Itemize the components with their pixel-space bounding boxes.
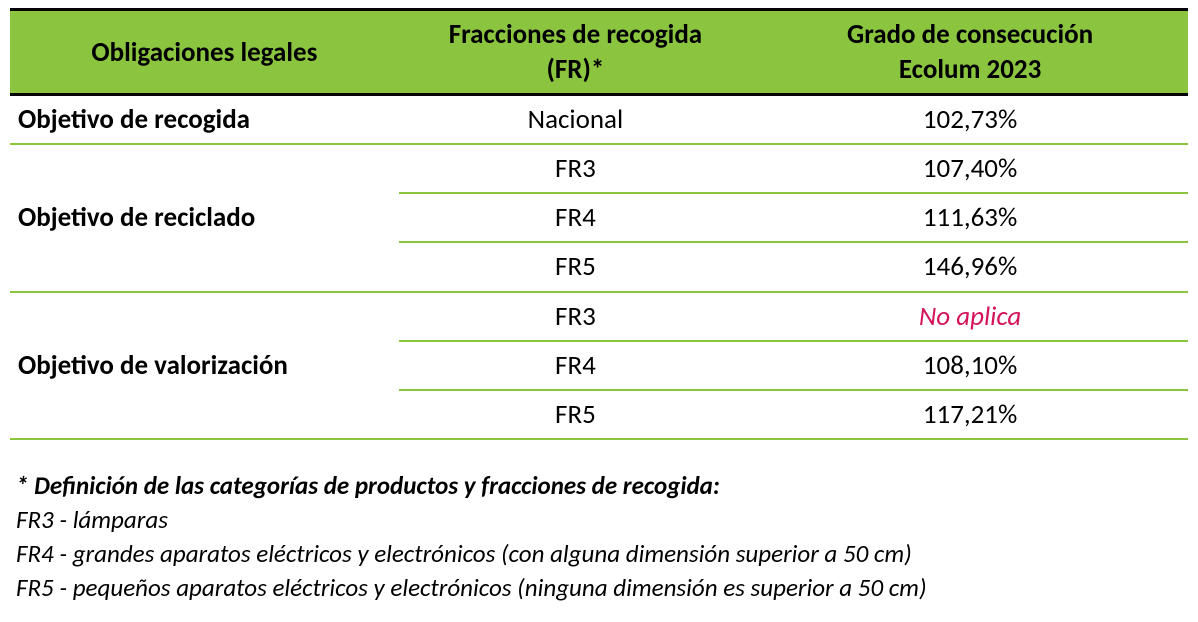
footnote-line: FR3 - lámparas xyxy=(16,504,1188,535)
footnote-line: FR4 - grandes aparatos eléctricos y elec… xyxy=(16,538,1188,569)
objectives-table: Obligaciones legales Fracciones de recog… xyxy=(10,8,1188,440)
footnote-title: * Definición de las categorías de produc… xyxy=(16,470,1188,501)
group-label-recogida: Objetivo de recogida xyxy=(10,95,399,145)
col-header-grado: Grado de consecución Ecolum 2023 xyxy=(752,10,1188,95)
grado-cell: 111,63% xyxy=(752,193,1188,242)
table-header-row: Obligaciones legales Fracciones de recog… xyxy=(10,10,1188,95)
frac-cell: Nacional xyxy=(399,95,752,145)
grado-cell: 146,96% xyxy=(752,242,1188,291)
grado-cell: 117,21% xyxy=(752,390,1188,439)
grado-cell: 108,10% xyxy=(752,341,1188,390)
frac-cell: FR4 xyxy=(399,193,752,242)
frac-cell: FR3 xyxy=(399,292,752,341)
col-header-obligaciones: Obligaciones legales xyxy=(10,10,399,95)
frac-cell: FR5 xyxy=(399,242,752,291)
table-row: Objetivo de recogida Nacional 102,73% xyxy=(10,95,1188,145)
table-body: Objetivo de recogida Nacional 102,73% Ob… xyxy=(10,95,1188,439)
frac-cell: FR4 xyxy=(399,341,752,390)
grado-cell-na: No aplica xyxy=(752,292,1188,341)
frac-cell: FR5 xyxy=(399,390,752,439)
group-label-valorizacion: Objetivo de valorización xyxy=(10,292,399,439)
frac-cell: FR3 xyxy=(399,144,752,193)
col-header-fracciones: Fracciones de recogida (FR)* xyxy=(399,10,752,95)
footnote-line: FR5 - pequeños aparatos eléctricos y ele… xyxy=(16,572,1188,603)
grado-cell: 102,73% xyxy=(752,95,1188,145)
grado-cell: 107,40% xyxy=(752,144,1188,193)
table-row: Objetivo de reciclado FR3 107,40% xyxy=(10,144,1188,193)
table-row: Objetivo de valorización FR3 No aplica xyxy=(10,292,1188,341)
group-label-reciclado: Objetivo de reciclado xyxy=(10,144,399,291)
footnotes: * Definición de las categorías de produc… xyxy=(10,470,1188,603)
